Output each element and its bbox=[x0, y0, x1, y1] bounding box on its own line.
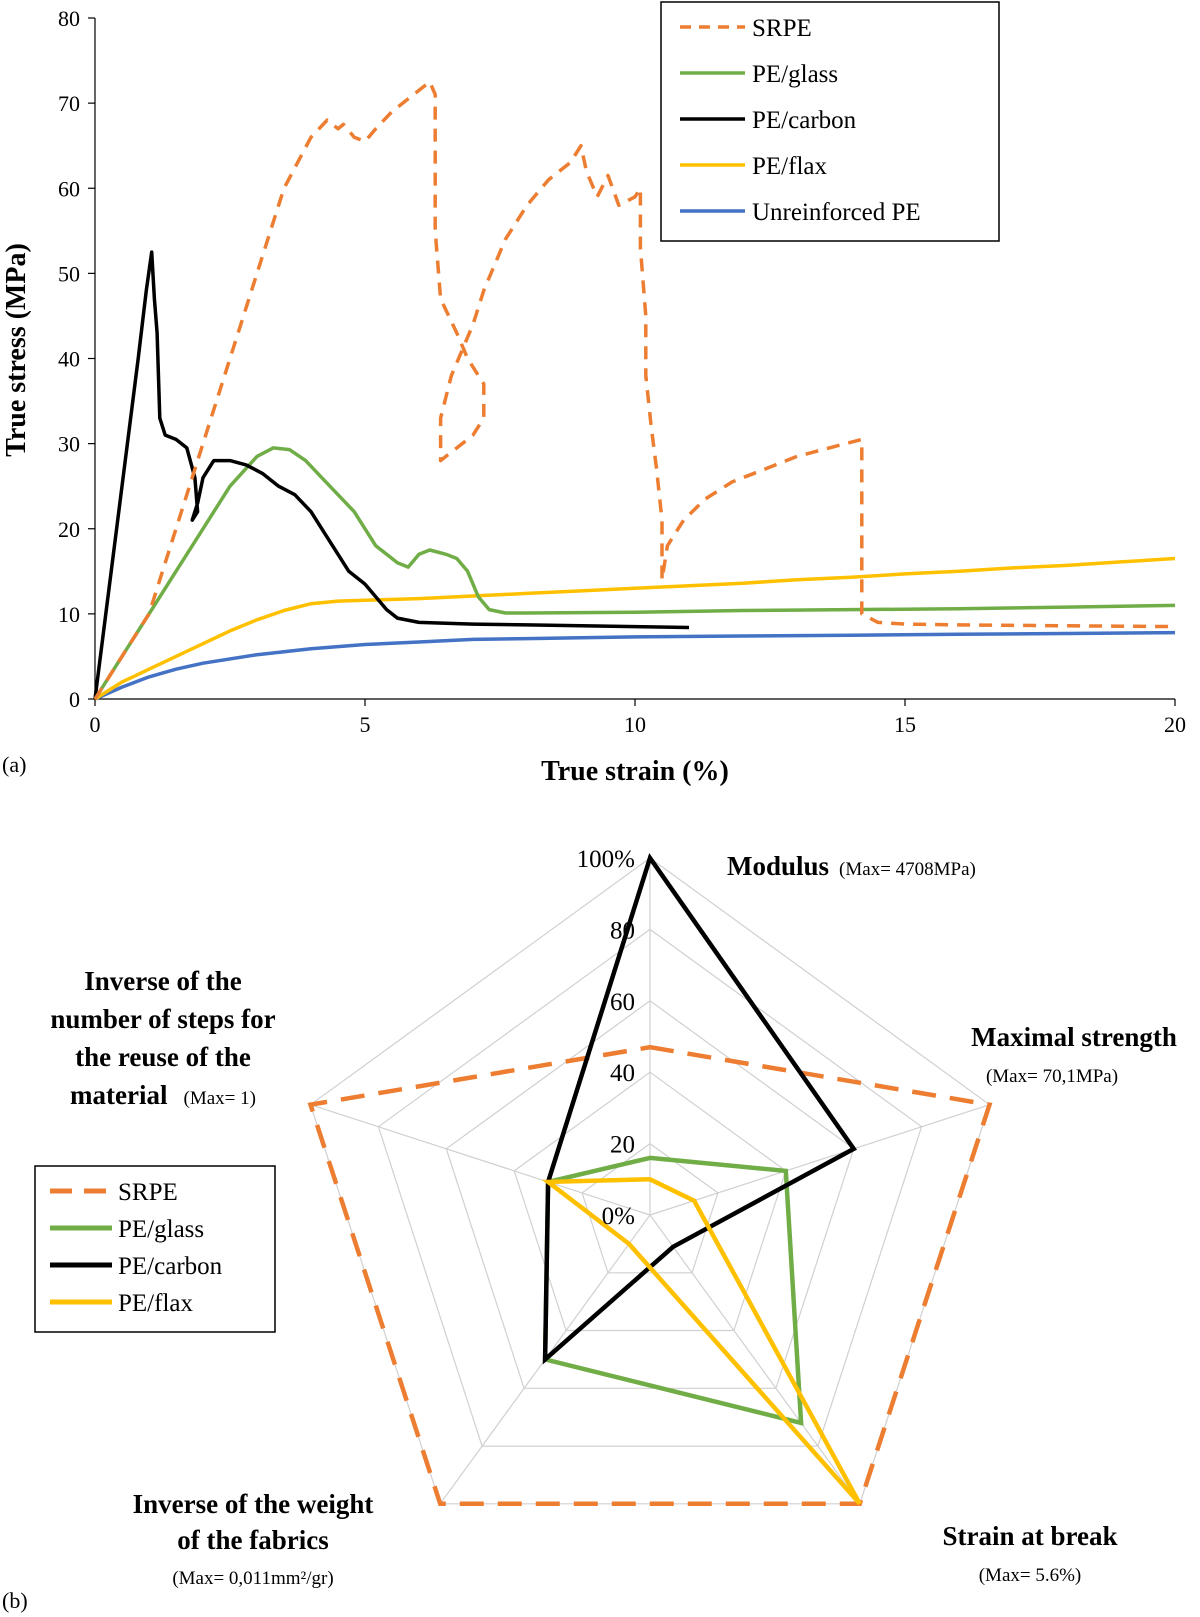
radar-ring-20 bbox=[581, 1142, 719, 1274]
series-line-pe-flax bbox=[94, 556, 1176, 701]
radar-spoke-4 bbox=[310, 1104, 651, 1216]
axis-label-fabric-weight-2: of the fabrics bbox=[177, 1525, 328, 1555]
radar-chart-panel: 0% 20 40 60 80 100% Modulus (Max= 4708MPa) Max… bbox=[2, 846, 1177, 1613]
legend-a-label-pe-flax: PE/flax bbox=[752, 153, 827, 180]
radar-ring-40 bbox=[513, 1071, 787, 1332]
radar-ring-80 bbox=[377, 928, 923, 1447]
axis-sub-strain-break: (Max= 5.6%) bbox=[979, 1565, 1082, 1586]
series-line-unreinforced-pe bbox=[94, 630, 1176, 701]
radar-spoke-1 bbox=[649, 1104, 990, 1216]
legend-b-label-pe-flax: PE/flax bbox=[118, 1290, 193, 1317]
radar-series-pe-carbon bbox=[542, 852, 857, 1365]
x-tick-label-4: 20 bbox=[1164, 712, 1186, 737]
legend-b-label-pe-carbon: PE/carbon bbox=[118, 1253, 223, 1280]
series-line-pe-glass bbox=[93, 446, 1176, 700]
axis-label-strain-break: Strain at break bbox=[942, 1521, 1117, 1551]
panel-label-a: (a) bbox=[2, 752, 26, 777]
x-ticks: 0 5 10 15 20 bbox=[90, 699, 1186, 737]
x-tick-label-0: 0 bbox=[90, 712, 101, 737]
radar-tick-label-0: 0% bbox=[602, 1203, 635, 1230]
axis-label-max-strength: Maximal strength bbox=[971, 1022, 1177, 1052]
axis-label-reuse-3: the reuse of the bbox=[75, 1042, 251, 1072]
panel-label-b: (b) bbox=[2, 1588, 28, 1613]
legend-a-label-pe-carbon: PE/carbon bbox=[752, 107, 857, 134]
radar-series-pe-flax bbox=[541, 1177, 862, 1506]
line-chart-panel: 0 5 10 15 20 0 10 20 30 40 50 60 70 80 True strain (… bbox=[1, 1, 1186, 787]
series-line-pe-carbon bbox=[93, 250, 690, 700]
radar-ticks: 0% 20 40 60 80 100% bbox=[577, 846, 635, 1230]
y-tick-label-6: 60 bbox=[58, 176, 80, 201]
radar-tick-label-1: 20 bbox=[610, 1132, 635, 1159]
radar-tick-label-4: 80 bbox=[610, 917, 635, 944]
y-tick-label-4: 40 bbox=[58, 347, 80, 372]
axis-label-modulus: Modulus (Max= 4708MPa) bbox=[727, 851, 976, 881]
axis-sub-max-strength: (Max= 70,1MPa) bbox=[986, 1066, 1118, 1087]
legend-a-label-srpe: SRPE bbox=[752, 15, 812, 42]
x-tick-label-3: 15 bbox=[894, 712, 916, 737]
legend-a: SRPE PE/glass PE/carbon PE/flax Unreinforced… bbox=[660, 1, 1000, 242]
x-tick-label-2: 10 bbox=[624, 712, 646, 737]
y-ticks: 0 10 20 30 40 50 60 70 80 bbox=[58, 6, 95, 712]
legend-b-label-pe-glass: PE/glass bbox=[118, 1216, 204, 1243]
y-tick-label-3: 30 bbox=[58, 432, 80, 457]
y-tick-label-7: 70 bbox=[58, 91, 80, 116]
y-tick-label-2: 20 bbox=[58, 517, 80, 542]
radar-series-group bbox=[307, 852, 993, 1507]
legend-a-box bbox=[660, 1, 1000, 242]
line-series-group bbox=[93, 80, 1176, 701]
y-tick-label-8: 80 bbox=[58, 6, 80, 31]
axis-label-reuse-2: number of steps for bbox=[50, 1004, 275, 1034]
radar-tick-label-2: 40 bbox=[610, 1060, 635, 1087]
radar-series-srpe bbox=[307, 1044, 993, 1507]
legend-b: SRPE PE/glass PE/carbon PE/flax bbox=[34, 1165, 276, 1333]
y-tick-label-1: 10 bbox=[58, 602, 80, 627]
radar-ring-60 bbox=[445, 1000, 855, 1389]
axis-label-fabric-weight-1: Inverse of the weight bbox=[133, 1489, 374, 1519]
axis-sub-fabric-weight: (Max= 0,011mm²/gr) bbox=[172, 1568, 333, 1589]
legend-b-label-srpe: SRPE bbox=[118, 1179, 178, 1206]
axis-label-reuse-1: Inverse of the bbox=[84, 966, 241, 996]
radar-tick-label-5: 100% bbox=[577, 846, 635, 873]
radar-tick-label-3: 60 bbox=[610, 989, 635, 1016]
legend-a-label-pe-glass: PE/glass bbox=[752, 61, 838, 88]
y-tick-label-5: 50 bbox=[58, 261, 80, 286]
radar-series-pe-glass bbox=[542, 1155, 804, 1426]
y-axis-title: True stress (MPa) bbox=[1, 243, 32, 457]
radar-spoke-2 bbox=[649, 1214, 861, 1505]
x-axis-title: True strain (%) bbox=[541, 756, 729, 787]
legend-a-label-unreinforced-pe: Unreinforced PE bbox=[752, 199, 921, 226]
axis-label-reuse-4: material (Max= 1) bbox=[70, 1080, 256, 1110]
x-tick-label-1: 5 bbox=[360, 712, 371, 737]
series-line-srpe bbox=[93, 80, 1176, 700]
y-tick-label-0: 0 bbox=[69, 687, 80, 712]
